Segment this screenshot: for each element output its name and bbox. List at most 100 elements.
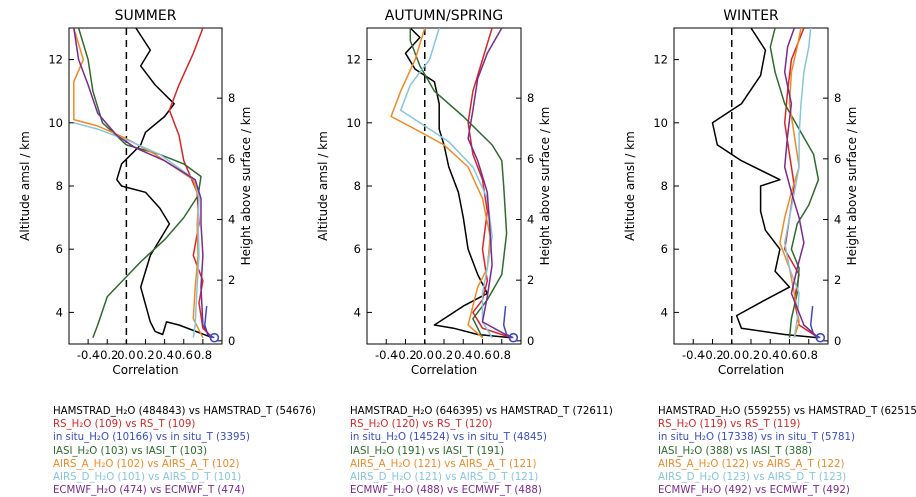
winter-plot-frame bbox=[673, 27, 829, 345]
winter-xtick-label: 0.2 bbox=[742, 348, 760, 362]
winter-ytick-label: 4 bbox=[661, 305, 668, 319]
legend-entry: RS_H₂O (120) vs RS_T (120) bbox=[350, 419, 493, 431]
autumn-spring-yaxis-right-label: Height above surface / km bbox=[538, 107, 552, 266]
winter-ytick-label: 8 bbox=[661, 179, 668, 193]
summer-insitu-marker bbox=[209, 332, 220, 343]
autumn-spring-ytick-label: 12 bbox=[346, 53, 361, 67]
winter-yaxis-right-label: Height above surface / km bbox=[845, 107, 859, 266]
autumn-spring-ytick-right-label: 2 bbox=[527, 273, 534, 287]
legend-entry: AIRS_A_H₂O (121) vs AIRS_A_T (121) bbox=[350, 458, 537, 470]
autumn-spring-series-line-2 bbox=[502, 306, 514, 339]
summer-ytick-right-label: 2 bbox=[228, 273, 235, 287]
summer-xaxis-label: Correlation bbox=[112, 363, 178, 377]
winter-xaxis-label: Correlation bbox=[718, 363, 784, 377]
legend-entry: HAMSTRAD_H₂O (559255) vs HAMSTRAD_T (625… bbox=[658, 406, 916, 417]
legend-entry: AIRS_D_H₂O (123) vs AIRS_D_T (123) bbox=[658, 472, 847, 484]
summer-xtick-label: -0.2 bbox=[96, 348, 118, 362]
legend-entry: AIRS_A_H₂O (102) vs AIRS_A_T (102) bbox=[53, 458, 240, 470]
autumn-spring-ytick-label: 10 bbox=[346, 116, 361, 130]
winter-ytick-right-label: 4 bbox=[834, 212, 841, 226]
summer-ytick-label: 12 bbox=[48, 53, 63, 67]
summer-yaxis-right-label: Height above surface / km bbox=[239, 107, 253, 266]
autumn-spring-ytick-right-label: 4 bbox=[527, 212, 534, 226]
legend-entry: AIRS_D_H₂O (101) vs AIRS_D_T (101) bbox=[53, 472, 242, 484]
winter-xtick-label: -0.4 bbox=[682, 348, 704, 362]
summer-ytick-right-label: 8 bbox=[228, 91, 235, 105]
autumn-spring-series-line-6 bbox=[467, 28, 512, 339]
legend-summer: HAMSTRAD_H₂O (484843) vs HAMSTRAD_T (546… bbox=[53, 405, 316, 497]
legend-winter: HAMSTRAD_H₂O (559255) vs HAMSTRAD_T (625… bbox=[658, 405, 916, 497]
legend-entry: HAMSTRAD_H₂O (484843) vs HAMSTRAD_T (546… bbox=[53, 406, 316, 417]
winter-ytick-right-label: 8 bbox=[834, 91, 841, 105]
legend-entry: in situ_H₂O (10166) vs in situ_T (3395) bbox=[53, 432, 250, 444]
winter-ytick-label: 6 bbox=[661, 242, 668, 256]
winter-ytick-right-label: 0 bbox=[834, 334, 841, 348]
summer-series-line-0 bbox=[116, 28, 213, 339]
winter-xtick-label: -0.2 bbox=[701, 348, 723, 362]
autumn-spring-title: AUTUMN/SPRING bbox=[385, 8, 503, 24]
legend-entry: ECMWF_H₂O (474) vs ECMWF_T (474) bbox=[53, 485, 245, 497]
summer-ytick-label: 10 bbox=[48, 116, 63, 130]
legend-autumn-spring: HAMSTRAD_H₂O (646395) vs HAMSTRAD_T (726… bbox=[350, 405, 613, 497]
winter-series-line-1 bbox=[783, 28, 819, 339]
winter-xtick-label: 0.0 bbox=[723, 348, 741, 362]
summer-series-line-1 bbox=[168, 28, 213, 339]
autumn-spring-xtick-label: 0.2 bbox=[435, 348, 453, 362]
legend-entry: ECMWF_H₂O (488) vs ECMWF_T (488) bbox=[350, 485, 542, 497]
winter-title: WINTER bbox=[723, 8, 779, 24]
summer-xtick-label: 0.4 bbox=[155, 348, 173, 362]
autumn-spring-xtick-label: 0.8 bbox=[493, 348, 511, 362]
winter-xtick-label: 0.4 bbox=[761, 348, 779, 362]
summer-xtick-label: 0.0 bbox=[117, 348, 135, 362]
summer-ytick-right-label: 0 bbox=[228, 334, 235, 348]
autumn-spring-series-line-3 bbox=[409, 28, 508, 339]
summer-series-line-3 bbox=[77, 28, 202, 338]
legend-entry: RS_H₂O (109) vs RS_T (109) bbox=[53, 419, 196, 431]
winter-ytick-label: 12 bbox=[653, 53, 668, 67]
legend-entry: IASI_H₂O (191) vs IASI_T (191) bbox=[350, 445, 505, 457]
legend-entry: RS_H₂O (119) vs RS_T (119) bbox=[658, 419, 801, 431]
autumn-spring-xtick-label: -0.4 bbox=[375, 348, 397, 362]
winter-ytick-label: 10 bbox=[653, 116, 668, 130]
winter-xtick-label: 0.6 bbox=[780, 348, 798, 362]
summer-title: SUMMER bbox=[115, 8, 177, 24]
autumn-spring-series-line-4 bbox=[390, 28, 491, 339]
winter-ytick-right-label: 2 bbox=[834, 273, 841, 287]
winter-series-line-0 bbox=[711, 28, 819, 339]
legend-entry: ECMWF_H₂O (492) vs ECMWF_T (492) bbox=[658, 485, 850, 497]
autumn-spring-series-line-0 bbox=[404, 28, 512, 339]
winter-insitu-marker bbox=[815, 332, 826, 343]
autumn-spring-series-line-5 bbox=[399, 28, 493, 339]
autumn-spring-ytick-label: 4 bbox=[354, 305, 361, 319]
autumn-spring-xtick-label: -0.2 bbox=[394, 348, 416, 362]
autumn-spring-xtick-label: 0.0 bbox=[416, 348, 434, 362]
summer-series-line-2 bbox=[204, 306, 215, 339]
winter-xtick-label: 0.8 bbox=[800, 348, 818, 362]
summer-xtick-label: 0.2 bbox=[136, 348, 154, 362]
summer-ytick-label: 6 bbox=[56, 242, 63, 256]
legend-entry: in situ_H₂O (17338) vs in situ_T (5781) bbox=[658, 432, 855, 444]
legend-entry: in situ_H₂O (14524) vs in situ_T (4845) bbox=[350, 432, 547, 444]
winter-ytick-right-label: 6 bbox=[834, 152, 841, 166]
autumn-spring-ytick-right-label: 0 bbox=[527, 334, 534, 348]
summer-yaxis-label: Altitude amsl / km bbox=[18, 131, 32, 241]
legend-entry: AIRS_D_H₂O (121) vs AIRS_D_T (121) bbox=[350, 472, 539, 484]
summer-series-line-5 bbox=[73, 122, 200, 338]
legend-entry: AIRS_A_H₂O (122) vs AIRS_A_T (122) bbox=[658, 458, 845, 470]
autumn-spring-series-line-1 bbox=[467, 28, 512, 339]
legend-entry: IASI_H₂O (388) vs IASI_T (388) bbox=[658, 445, 813, 457]
winter-series-line-5 bbox=[783, 28, 812, 338]
autumn-spring-yaxis-label: Altitude amsl / km bbox=[316, 131, 330, 241]
summer-xtick-label: 0.8 bbox=[194, 348, 212, 362]
autumn-spring-insitu-marker bbox=[508, 332, 519, 343]
autumn-spring-xaxis-label: Correlation bbox=[411, 363, 477, 377]
legend-entry: HAMSTRAD_H₂O (646395) vs HAMSTRAD_T (726… bbox=[350, 406, 613, 417]
summer-ytick-right-label: 6 bbox=[228, 152, 235, 166]
autumn-spring-plot-frame bbox=[366, 27, 522, 345]
summer-xtick-label: -0.4 bbox=[77, 348, 99, 362]
summer-series-line-6 bbox=[73, 28, 212, 339]
summer-ytick-right-label: 4 bbox=[228, 212, 235, 226]
winter-series-line-6 bbox=[783, 28, 819, 339]
autumn-spring-ytick-label: 8 bbox=[354, 179, 361, 193]
